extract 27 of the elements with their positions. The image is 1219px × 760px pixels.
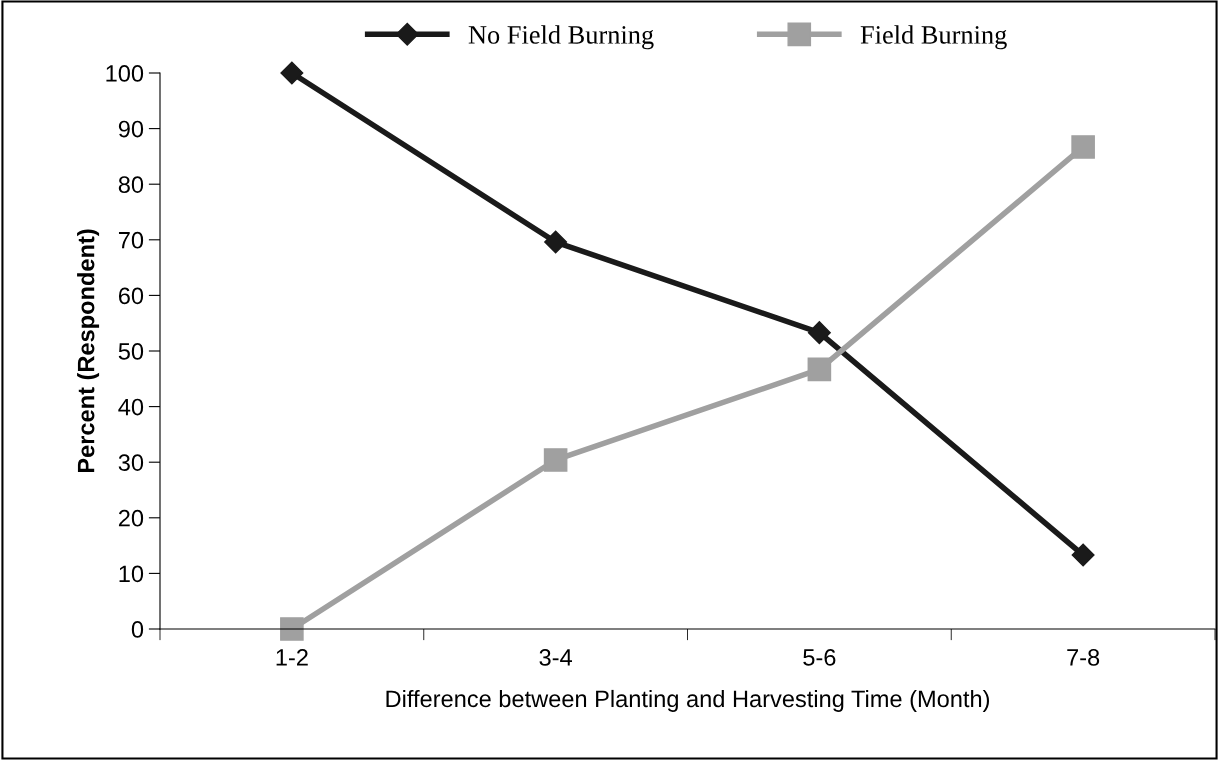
y-tick-label: 80 [118, 176, 144, 193]
point [1071, 543, 1095, 567]
point [807, 321, 831, 345]
x-tick-label: 5-6 [803, 649, 836, 666]
legend-label: Field Burning [860, 25, 1007, 50]
x-tick-label: 3-4 [539, 649, 572, 666]
y-tick-label: 10 [119, 565, 144, 583]
y-tick-label: 70 [118, 231, 144, 249]
x-tick-label: 7-8 [1067, 649, 1100, 666]
y-tick-label: 0 [131, 621, 144, 638]
y-tick-label: 20 [118, 509, 144, 527]
point [544, 230, 568, 254]
y-tick-label: 40 [118, 398, 144, 416]
legend-label: No Field Burning [468, 25, 654, 50]
point [1071, 135, 1095, 159]
y-tick-label: 100 [106, 65, 144, 82]
x-axis-title: Difference between Planting and Harvesting Time (Month) [386, 689, 990, 712]
y-tick-label: 90 [118, 120, 144, 138]
x-tick-label: 1-2 [276, 649, 308, 666]
y-tick-label: 30 [118, 454, 144, 471]
y-tick-label: 60 [118, 287, 144, 305]
y-axis-title: Percent (Respondent) [77, 229, 100, 473]
point [543, 448, 568, 472]
point [280, 617, 304, 641]
point [807, 357, 832, 382]
point [280, 61, 304, 85]
y-tick-label: 50 [118, 343, 144, 360]
